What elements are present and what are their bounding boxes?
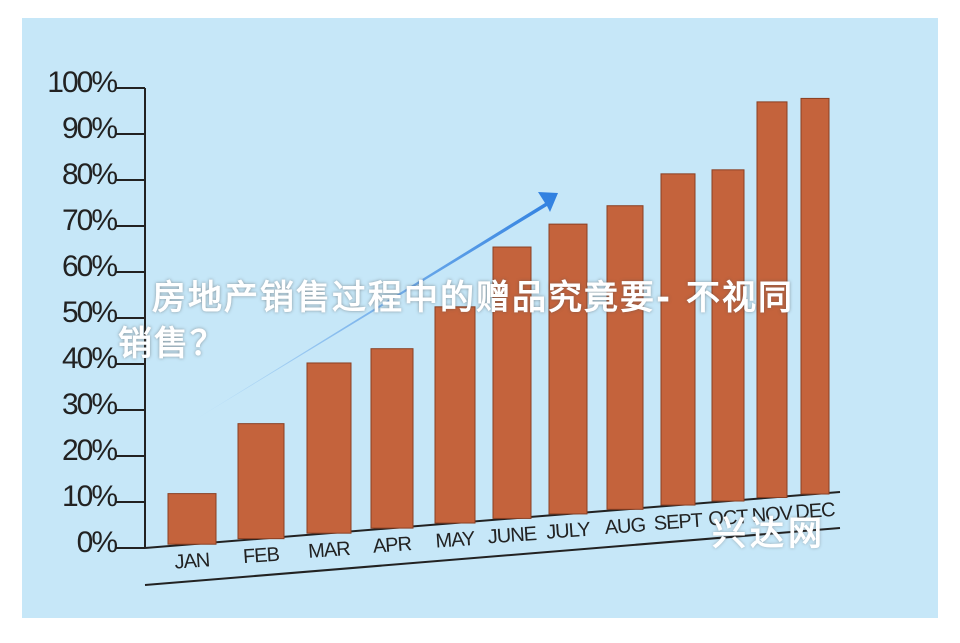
bar xyxy=(660,173,696,506)
x-tick-label: OCT xyxy=(708,506,749,531)
y-tick-label: 100% xyxy=(47,66,117,99)
x-tick-label: MAR xyxy=(308,538,351,563)
x-tick-label: APR xyxy=(372,533,412,558)
bar xyxy=(492,246,532,519)
x-tick-label: JULY xyxy=(546,519,592,544)
bar xyxy=(237,423,285,540)
x-tick-label: DEC xyxy=(795,499,836,524)
watermark: 兴达网 xyxy=(712,514,826,554)
bar xyxy=(711,169,745,502)
y-tick-label: 50% xyxy=(62,296,117,329)
overlay-title: 房地产销售过程中的赠品究竟要- 不视同销售？ xyxy=(118,278,794,364)
bar xyxy=(434,306,476,524)
x-tick-label: FEB xyxy=(242,544,280,568)
y-tick-label: 0% xyxy=(77,526,118,559)
bar xyxy=(606,205,644,510)
bar xyxy=(548,223,588,515)
x-tick-label: AUG xyxy=(604,514,646,539)
y-tick-label: 20% xyxy=(62,434,117,467)
y-tick-label: 60% xyxy=(62,250,117,283)
y-tick-label: 90% xyxy=(62,112,117,145)
x-tick-label: JAN xyxy=(174,549,210,573)
bar xyxy=(370,348,414,529)
bar xyxy=(306,362,352,534)
bar xyxy=(167,493,217,545)
lower-line xyxy=(144,527,841,586)
x-tick-label: SEPT xyxy=(653,510,703,535)
y-tick-label: 80% xyxy=(62,158,117,191)
bar xyxy=(756,101,788,498)
y-tick-label: 10% xyxy=(62,480,117,513)
x-tick-label: MAY xyxy=(435,528,476,553)
x-tick-label: NOV xyxy=(751,502,794,527)
x-tick-label: JUNE xyxy=(487,523,537,548)
y-tick-label: 40% xyxy=(62,342,117,375)
y-tick-label: 70% xyxy=(62,204,117,237)
bar xyxy=(800,97,830,495)
y-tick-label: 30% xyxy=(62,388,117,421)
